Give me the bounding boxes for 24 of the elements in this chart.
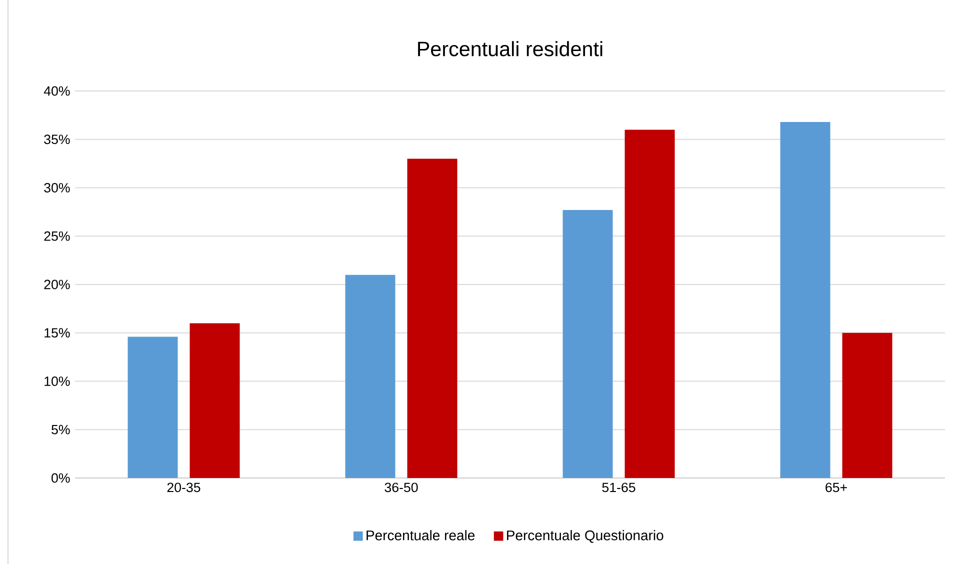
y-tick-label: 20% <box>44 280 70 290</box>
bar <box>128 336 178 478</box>
x-tick-label: 65+ <box>826 482 847 492</box>
y-tick-label: 10% <box>44 376 70 386</box>
bar <box>780 122 830 478</box>
chart-title: Percentuali residenti <box>418 41 602 56</box>
x-tick-label: 51-65 <box>602 482 636 492</box>
y-tick-label: 30% <box>44 183 70 192</box>
x-tick-label: 36-50 <box>384 482 418 492</box>
y-tick-label: 25% <box>44 231 70 241</box>
bar <box>345 274 396 478</box>
y-tick-label: 0% <box>52 473 70 483</box>
bar <box>842 332 892 478</box>
y-tick-label: 35% <box>44 134 70 144</box>
x-tick-label: 20-35 <box>167 482 200 492</box>
bar <box>190 323 240 478</box>
bar <box>624 130 675 478</box>
y-tick-label: 5% <box>52 424 70 434</box>
y-tick-label: 15% <box>44 328 70 338</box>
bar <box>562 210 613 478</box>
bar <box>407 158 458 478</box>
legend-label: Percentuale Questionario <box>507 530 664 543</box>
y-tick-label: 40% <box>44 86 70 96</box>
legend-label: Percentuale reale <box>366 530 475 540</box>
